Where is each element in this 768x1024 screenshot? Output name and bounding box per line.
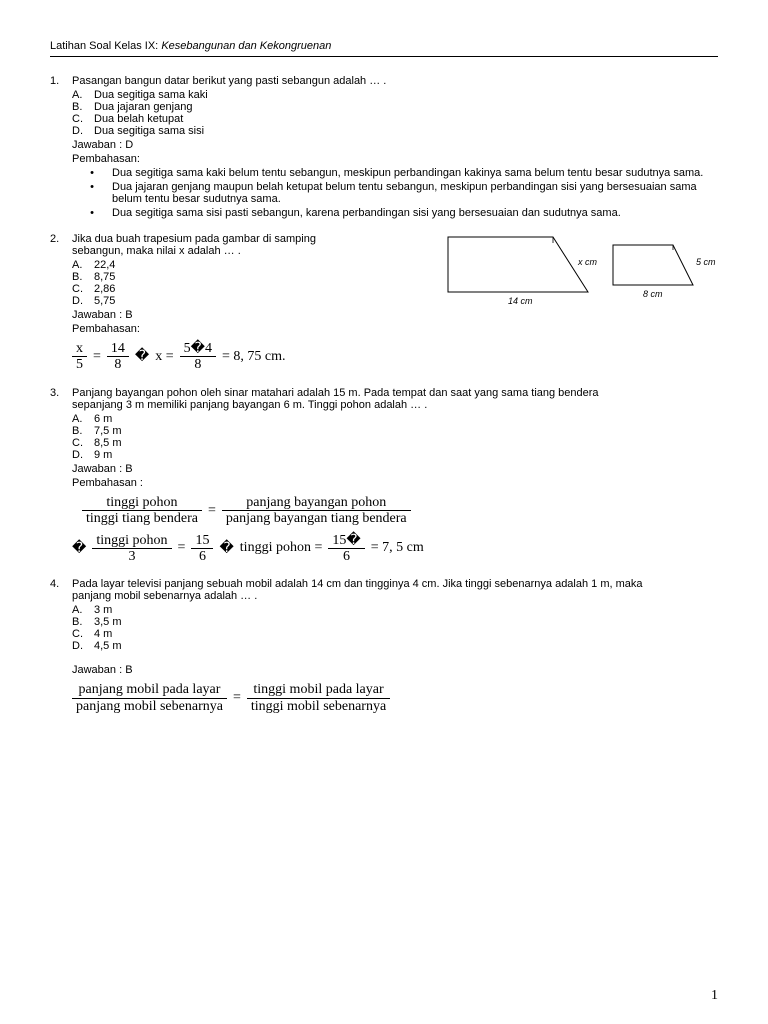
q2-number: 2. xyxy=(50,233,72,373)
q1-opt-d: Dua segitiga sama sisi xyxy=(94,125,204,137)
question-3: 3. Panjang bayangan pohon oleh sinar mat… xyxy=(50,387,718,565)
q1-bullet-2: Dua jajaran genjang maupun belah ketupat… xyxy=(112,181,718,205)
header-prefix: Latihan Soal Kelas IX: xyxy=(50,40,158,52)
q3-answer: Jawaban : B xyxy=(72,463,718,475)
q1-number: 1. xyxy=(50,75,72,219)
svg-text:8 cm: 8 cm xyxy=(643,289,663,299)
q4-opt-c: 4 m xyxy=(94,628,112,640)
q2-trapezoid-diagram: x cm 14 cm 5 cm 8 cm xyxy=(438,227,728,317)
q1-pembahasan-label: Pembahasan: xyxy=(72,153,718,165)
q3-opt-a: 6 m xyxy=(94,413,112,425)
q1-bullet-3: Dua segitiga sama sisi pasti sebangun, k… xyxy=(112,207,718,219)
q1-answer: Jawaban : D xyxy=(72,139,718,151)
header-title: Kesebangunan dan Kekongruenan xyxy=(161,40,331,52)
q1-text: Pasangan bangun datar berikut yang pasti… xyxy=(72,75,718,87)
q3-opt-b: 7,5 m xyxy=(94,425,122,437)
q3-math-2: � tinggi pohon3 = 156 � tinggi pohon = 1… xyxy=(72,533,718,565)
q4-text-line1: Pada layar televisi panjang sebuah mobil… xyxy=(72,578,718,590)
page-header: Latihan Soal Kelas IX: Kesebangunan dan … xyxy=(50,40,718,52)
q3-pembahasan-label: Pembahasan : xyxy=(72,477,718,489)
q1-opt-a: Dua segitiga sama kaki xyxy=(94,89,208,101)
q3-text-line2: sepanjang 3 m memiliki panjang bayangan … xyxy=(72,399,718,411)
q1-bullet-1: Dua segitiga sama kaki belum tentu seban… xyxy=(112,167,718,179)
q3-math-1: tinggi pohontinggi tiang bendera = panja… xyxy=(82,495,718,527)
question-1: 1. Pasangan bangun datar berikut yang pa… xyxy=(50,75,718,219)
question-4: 4. Pada layar televisi panjang sebuah mo… xyxy=(50,578,718,714)
q2-opt-d: 5,75 xyxy=(94,295,115,307)
q4-opt-b: 3,5 m xyxy=(94,616,122,628)
q3-opt-c: 8,5 m xyxy=(94,437,122,449)
q1-opt-c: Dua belah ketupat xyxy=(94,113,183,125)
q3-number: 3. xyxy=(50,387,72,565)
svg-text:5 cm: 5 cm xyxy=(696,257,716,267)
page-number: 1 xyxy=(711,988,718,1004)
svg-text:14 cm: 14 cm xyxy=(508,296,533,306)
q4-opt-d: 4,5 m xyxy=(94,640,122,652)
q4-text-line2: panjang mobil sebenarnya adalah … . xyxy=(72,590,718,602)
q2-math: x5 = 148 � x = 5�48 = 8, 75 cm. xyxy=(72,341,718,373)
q3-opt-d: 9 m xyxy=(94,449,112,461)
header-rule xyxy=(50,56,718,57)
q3-text-line1: Panjang bayangan pohon oleh sinar mataha… xyxy=(72,387,718,399)
svg-text:x cm: x cm xyxy=(577,257,598,267)
q4-opt-a: 3 m xyxy=(94,604,112,616)
q2-opt-b: 8,75 xyxy=(94,271,115,283)
q2-pembahasan-label: Pembahasan: xyxy=(72,323,718,335)
q4-math: panjang mobil pada layarpanjang mobil se… xyxy=(72,682,718,714)
question-2: 2. Jika dua buah trapesium pada gambar d… xyxy=(50,233,718,373)
q2-opt-a: 22,4 xyxy=(94,259,115,271)
q1-opt-b: Dua jajaran genjang xyxy=(94,101,192,113)
q2-opt-c: 2,86 xyxy=(94,283,115,295)
q4-number: 4. xyxy=(50,578,72,714)
q4-answer: Jawaban : B xyxy=(72,664,718,676)
